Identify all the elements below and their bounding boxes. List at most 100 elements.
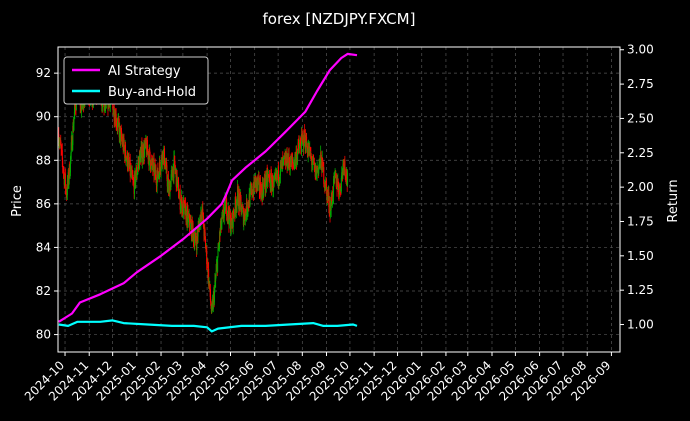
candle-body [249, 189, 251, 207]
candle-body [120, 130, 122, 142]
candle-body [328, 192, 330, 208]
candle-body [161, 154, 163, 161]
candle-body [133, 173, 135, 194]
candle-body [265, 174, 267, 187]
candle-body [197, 226, 199, 237]
candle-body [244, 210, 246, 221]
candle-body [173, 157, 175, 179]
candle-body [142, 148, 144, 160]
candle-body [160, 158, 162, 168]
candle-body [258, 177, 260, 192]
candle-body [73, 118, 75, 124]
candle-body [322, 158, 324, 161]
candle-body [240, 196, 242, 205]
legend-label-buy-and-hold: Buy-and-Hold [108, 85, 196, 100]
y2-axis-label: Return [666, 179, 681, 222]
candle-body [127, 158, 129, 168]
candle-body [135, 178, 137, 185]
candle-body [159, 167, 161, 172]
candle-body [318, 166, 320, 174]
candle-body [72, 125, 74, 146]
candle-body [113, 106, 115, 121]
legend-label-ai-strategy: AI Strategy [108, 64, 181, 79]
candle-body [80, 108, 82, 112]
candle-body [246, 199, 248, 214]
candle-body [267, 175, 269, 183]
plot-frame [57, 46, 621, 353]
candle-body [301, 133, 303, 153]
candle-body [174, 155, 176, 165]
candle-body [243, 219, 245, 225]
candle-body [167, 179, 169, 187]
candle-body [303, 146, 305, 149]
candle-body [189, 214, 191, 226]
y2-tick-label: 2.50 [627, 111, 654, 125]
candle-body [302, 136, 304, 149]
candle-body [61, 150, 63, 161]
candle-body [144, 147, 146, 157]
y-tick-label: 84 [36, 240, 51, 254]
candle-body [255, 176, 257, 178]
candle-body [307, 149, 309, 156]
y-tick-label: 86 [36, 197, 51, 211]
candle-body [232, 209, 234, 228]
candle-body [74, 103, 76, 107]
candle-body [159, 162, 161, 168]
candle-body [210, 296, 212, 303]
candle-body [241, 212, 243, 215]
candle-body [140, 147, 142, 153]
y2-axis-ticks: 1.00 1.25 1.50 1.75 2.00 2.25 2.50 2.75 3.00 [620, 43, 654, 332]
return-series [58, 52, 358, 333]
candle-body [189, 220, 191, 230]
candle-body [286, 151, 288, 169]
candle-body [194, 240, 196, 246]
candle-body [62, 160, 64, 168]
candle-body [263, 184, 265, 196]
candle-body [214, 280, 216, 289]
candle-body [225, 200, 227, 212]
candle-body [257, 180, 259, 186]
candle-body [251, 186, 253, 196]
candle-body [238, 193, 240, 200]
candle-body [244, 213, 246, 220]
candle-body [186, 208, 188, 225]
candle-body [164, 148, 166, 167]
candle-body [230, 218, 232, 229]
y-axis-label: Price [10, 185, 25, 217]
candle-body [292, 165, 294, 166]
candle-body [260, 185, 262, 200]
candle-body [347, 172, 349, 185]
candle-body [346, 171, 348, 181]
candle-body [196, 232, 198, 251]
candle-body [125, 144, 127, 157]
y-tick-label: 90 [36, 110, 51, 124]
y-tick-label: 88 [36, 153, 51, 167]
y-tick-label: 92 [36, 66, 51, 80]
series-line-buy-and-hold [58, 319, 358, 333]
candle-body [204, 232, 206, 239]
candle-body [178, 182, 180, 198]
candle-body [183, 200, 185, 204]
candle-body [311, 163, 313, 165]
candle-body [326, 183, 328, 190]
candle-body [284, 156, 286, 159]
candle-body [126, 152, 128, 168]
candle-body [166, 165, 168, 180]
candle-body [270, 173, 272, 188]
y-tick-label: 82 [36, 284, 51, 298]
y2-tick-label: 1.00 [627, 318, 654, 332]
candle-body [149, 149, 151, 152]
candle-body [241, 207, 243, 213]
candle-body [70, 142, 72, 153]
candle-body [217, 256, 219, 272]
candle-body [141, 157, 143, 163]
candle-body [119, 126, 121, 128]
candle-body [237, 188, 239, 206]
candle-body [288, 153, 290, 164]
y2-tick-label: 1.50 [627, 249, 654, 263]
candle-body [344, 169, 346, 177]
legend: AI Strategy Buy-and-Hold [63, 56, 209, 105]
candle-body [206, 247, 208, 265]
candle-body [148, 149, 150, 166]
candle-body [339, 183, 341, 192]
